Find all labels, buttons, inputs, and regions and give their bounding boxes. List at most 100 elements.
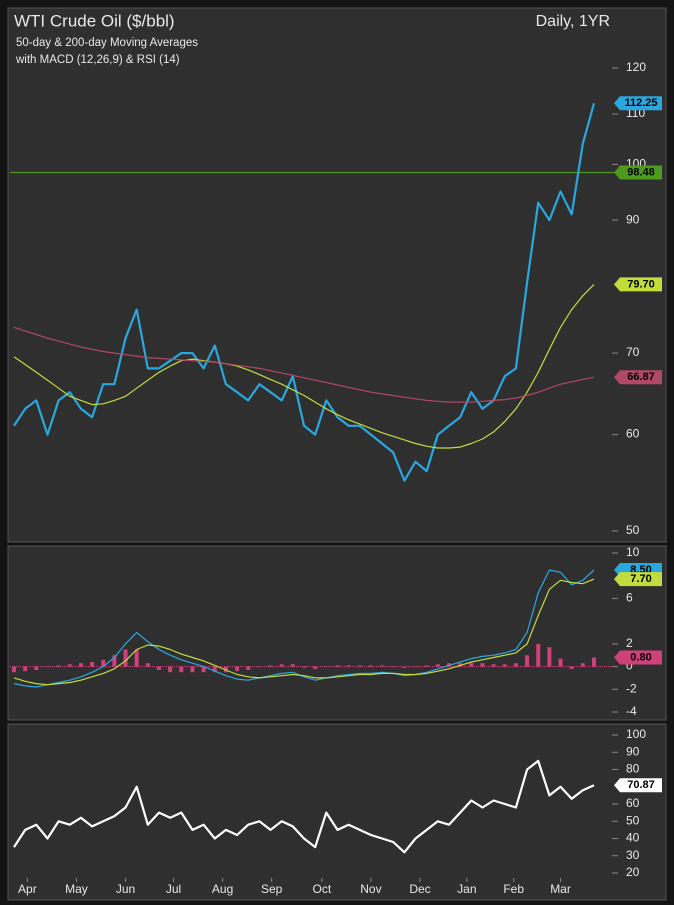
histogram-bar [346, 665, 351, 667]
value-tag-label: 79.70 [627, 278, 655, 290]
value-tag [614, 370, 662, 385]
histogram-bar [592, 657, 596, 667]
y-tick-label: 60 [626, 427, 640, 441]
value-tag [614, 572, 662, 587]
x-tick-label: Apr [18, 882, 37, 896]
histogram-bar [547, 647, 552, 667]
histogram-bar [502, 664, 507, 667]
y-tick-label: 90 [626, 212, 640, 226]
chart-title: WTI Crude Oil ($/bbl) [14, 11, 175, 30]
line [13, 578, 595, 686]
x-tick-label: Mar [550, 882, 571, 896]
y-tick-label: -2 [626, 681, 637, 695]
histogram-bar [34, 666, 39, 670]
y-tick-label: 80 [626, 762, 640, 776]
y-tick-label: -4 [626, 704, 637, 718]
x-tick-label: May [65, 882, 88, 896]
panel [7, 723, 667, 901]
histogram-bar [168, 666, 173, 673]
value-tag-label: 7.70 [630, 573, 651, 585]
period: Daily, 1YR [536, 13, 610, 30]
line [13, 283, 595, 449]
histogram-bar [101, 659, 106, 667]
y-tick-label: 40 [626, 831, 640, 845]
panel [7, 7, 667, 543]
x-tick-label: Aug [212, 882, 233, 896]
y-tick-label: 50 [626, 523, 640, 537]
histogram-bar [357, 665, 362, 667]
histogram-bar [513, 663, 518, 667]
x-tick-label: Sep [261, 882, 283, 896]
histogram-bar [179, 666, 184, 673]
histogram-bar [279, 664, 284, 667]
histogram-bar [190, 666, 195, 673]
y-tick-label: 120 [626, 60, 646, 74]
panel [7, 545, 667, 721]
value-tag-label: 70.87 [627, 779, 655, 791]
y-tick-label: 30 [626, 848, 640, 862]
histogram-bar [469, 663, 474, 667]
value-tag [614, 650, 662, 665]
value-tag [614, 778, 662, 793]
y-tick-label: 70 [626, 345, 640, 359]
y-tick-label: 90 [626, 744, 640, 758]
histogram-bar [491, 664, 496, 667]
histogram-bar [580, 663, 585, 667]
line [13, 326, 595, 403]
histogram-bar [424, 665, 429, 667]
histogram-bar [257, 666, 262, 668]
value-tag [614, 96, 662, 111]
histogram-bar [56, 665, 61, 667]
histogram-bar [302, 666, 306, 668]
line [13, 569, 595, 688]
histogram-bar [525, 655, 530, 667]
subtitle: 50-day & 200-day Moving Averages [16, 37, 198, 49]
histogram-bar [134, 649, 139, 667]
histogram-bar [246, 666, 251, 670]
histogram-bar [402, 666, 407, 668]
value-tag-label: 98.48 [627, 166, 655, 178]
subtitle: with MACD (12,26,9) & RSI (14) [15, 54, 180, 66]
histogram-bar [235, 666, 240, 672]
histogram-bar [112, 655, 117, 667]
histogram-bar [569, 666, 574, 669]
y-tick-label: 20 [626, 865, 640, 879]
line [13, 103, 596, 482]
histogram-bar [558, 658, 563, 667]
histogram-bar [201, 666, 206, 673]
histogram-bar [335, 665, 340, 667]
value-tag [614, 165, 662, 180]
histogram-bar [435, 664, 440, 667]
x-tick-label: Nov [360, 882, 381, 896]
histogram-bar [90, 662, 95, 667]
value-tag-label: 112.25 [624, 97, 657, 109]
histogram-bar [480, 663, 485, 667]
y-tick-label: 100 [626, 727, 646, 741]
histogram-bar [368, 665, 373, 667]
histogram-bar [391, 666, 396, 668]
histogram-bar [157, 666, 161, 670]
value-tag-label: 66.87 [627, 371, 655, 383]
x-tick-label: Jul [166, 882, 181, 896]
x-tick-label: Oct [313, 882, 332, 896]
y-tick-label: 2 [626, 636, 633, 650]
histogram-bar [123, 649, 128, 667]
histogram-bar [324, 666, 329, 668]
value-tag-label: 0.80 [630, 651, 651, 663]
histogram-bar [413, 666, 418, 668]
histogram-bar [313, 666, 318, 669]
line [13, 759, 595, 854]
y-tick-label: 0 [626, 659, 633, 673]
x-tick-label: Jan [457, 882, 476, 896]
y-tick-label: 6 [626, 591, 633, 605]
y-tick-label: 50 [626, 813, 640, 827]
x-tick-label: Feb [503, 882, 524, 896]
y-tick-label: 10 [626, 545, 640, 559]
histogram-bar [290, 664, 295, 667]
histogram-bar [12, 666, 16, 673]
histogram-bar [145, 663, 150, 667]
histogram-bar [78, 663, 83, 667]
value-tag [614, 277, 662, 292]
